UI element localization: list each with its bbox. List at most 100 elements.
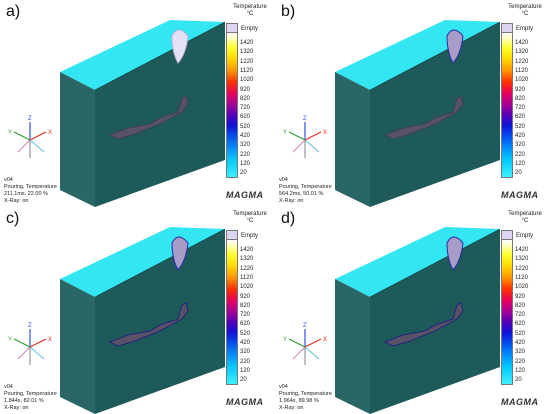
colorbar-empty-swatch bbox=[502, 231, 512, 240]
axis-z-label: Z bbox=[28, 323, 32, 329]
panel-label: b) bbox=[281, 3, 296, 20]
simulation-info: v04 Pouring, Temperature 1.844s, 82.01 %… bbox=[4, 384, 57, 412]
colorbar-tick-label: 20 bbox=[515, 377, 522, 384]
riser-cavity bbox=[446, 29, 464, 64]
colorbar-tick-label: 520 bbox=[240, 123, 251, 130]
colorbar-tick-label: 920 bbox=[515, 293, 526, 300]
colorbar-tick-label: 1220 bbox=[240, 265, 254, 272]
colorbar-tick-label: 720 bbox=[240, 105, 251, 112]
colorbar-tick-label: 1120 bbox=[515, 274, 528, 281]
colorbar-tick-label: 720 bbox=[240, 312, 251, 319]
colorbar-title-text: Temperature bbox=[233, 4, 267, 10]
colorbar-tick-label: 520 bbox=[240, 330, 251, 337]
mold-side-face bbox=[370, 22, 500, 207]
colorbar-gradient bbox=[502, 33, 512, 177]
colorbar-tick-label: 120 bbox=[240, 160, 251, 167]
colorbar-tick-label: 820 bbox=[515, 95, 526, 102]
colorbar-tick-label: 320 bbox=[240, 349, 251, 356]
colorbar-tick-label: 20 bbox=[240, 170, 247, 177]
info-version: v04 bbox=[279, 384, 288, 390]
logo-text: MAGMA bbox=[501, 190, 539, 200]
colorbar-tick-label: 1020 bbox=[240, 77, 254, 84]
riser-cavity bbox=[171, 29, 189, 64]
colorbar-tick-label: 1320 bbox=[240, 49, 254, 56]
colorbar-tick-label: 1420 bbox=[515, 40, 529, 46]
info-time-fill: 1.844s, 82.01 % bbox=[4, 398, 44, 404]
colorbar-tick-label: 620 bbox=[515, 114, 526, 121]
colorbar bbox=[226, 230, 238, 385]
colorbar-tick-label: 420 bbox=[240, 340, 251, 346]
mold-front-face bbox=[60, 72, 95, 207]
casting-cavity bbox=[384, 95, 464, 140]
axis-x-label: X bbox=[323, 130, 327, 136]
mold-front-face bbox=[60, 279, 95, 414]
info-version: v04 bbox=[279, 177, 288, 183]
mold-side-face bbox=[95, 229, 225, 414]
colorbar-tick-label: 1120 bbox=[240, 67, 253, 74]
colorbar-tick-label: 420 bbox=[515, 340, 526, 346]
colorbar-empty-label: Empty bbox=[241, 233, 259, 239]
colorbar-tick-label: 1320 bbox=[515, 49, 529, 56]
mold-3d-view[interactable]: Z X Y bbox=[275, 207, 500, 414]
colorbar-tick-label: 220 bbox=[515, 358, 526, 365]
panel-d: Z X Y d) Temperature °C Empty 1420 1320 12… bbox=[275, 207, 550, 414]
info-time-fill: 564.2ms, 50.01 % bbox=[279, 191, 324, 197]
colorbar-tick-label: 120 bbox=[240, 367, 251, 374]
colorbar-empty-label: Empty bbox=[516, 26, 534, 32]
axis-z-label: Z bbox=[303, 116, 307, 122]
colorbar-tick-label: 1020 bbox=[240, 284, 254, 291]
colorbar-tick-label: 1220 bbox=[515, 265, 529, 272]
info-version: v04 bbox=[4, 384, 13, 390]
info-xray: X-Ray: on bbox=[4, 405, 29, 411]
colorbar-tick-label: 520 bbox=[515, 330, 526, 337]
mold-3d-view[interactable]: Z X Y bbox=[0, 207, 225, 414]
colorbar bbox=[501, 230, 513, 385]
panel-label: d) bbox=[281, 210, 296, 227]
casting-cavity bbox=[109, 95, 189, 140]
colorbar-tick-label: 1220 bbox=[240, 58, 254, 65]
colorbar-tick-label: 1420 bbox=[515, 247, 529, 253]
colorbar-title: Temperature °C bbox=[225, 4, 275, 18]
axis-y-label: Y bbox=[8, 337, 12, 343]
colorbar-tick-label: 1120 bbox=[240, 274, 253, 281]
colorbar-empty-swatch bbox=[502, 24, 512, 33]
colorbar-title: Temperature °C bbox=[500, 4, 550, 18]
logo-text: MAGMA bbox=[501, 397, 539, 407]
colorbar-tick-label: 1320 bbox=[240, 256, 254, 263]
mold-3d-view[interactable]: Z X Y bbox=[0, 0, 225, 207]
axis-z-label: Z bbox=[28, 116, 32, 122]
casting-cavity bbox=[109, 302, 189, 347]
colorbar bbox=[501, 23, 513, 178]
colorbar-empty-swatch bbox=[227, 24, 237, 33]
magma-logo: MAGMA bbox=[501, 190, 539, 200]
logo-text: MAGMA bbox=[226, 190, 264, 200]
colorbar-tick-label: 320 bbox=[240, 142, 251, 149]
panel-c: Z X Y c) Temperature °C Empty 1420 1320 12… bbox=[0, 207, 275, 414]
axis-triad: Z X Y bbox=[283, 323, 327, 365]
riser-cavity bbox=[171, 236, 189, 271]
info-time-fill: 211.1ms, 22.00 % bbox=[4, 191, 48, 197]
colorbar-empty-label: Empty bbox=[241, 26, 259, 32]
colorbar-tick-label: 620 bbox=[515, 321, 526, 328]
colorbar-tick-label: 920 bbox=[240, 86, 251, 93]
colorbar-tick-label: 20 bbox=[240, 377, 247, 384]
panel-label: c) bbox=[6, 210, 20, 227]
colorbar-tick-label: 1420 bbox=[240, 40, 254, 46]
colorbar-tick-label: 1020 bbox=[515, 284, 529, 291]
colorbar-tick-label: 620 bbox=[240, 114, 251, 121]
mold-3d-view[interactable]: Z X Y bbox=[275, 0, 500, 207]
colorbar-tick-label: 120 bbox=[515, 160, 526, 167]
colorbar-tick-label: 820 bbox=[515, 302, 526, 309]
colorbar-tick-label: 620 bbox=[240, 321, 251, 328]
colorbar-tick-label: 220 bbox=[240, 151, 251, 158]
colorbar-tick-label: 520 bbox=[515, 123, 526, 130]
colorbar-tick-label: 1020 bbox=[515, 77, 529, 84]
colorbar bbox=[226, 23, 238, 178]
axis-y-label: Y bbox=[8, 130, 12, 136]
colorbar-tick-label: 220 bbox=[515, 151, 526, 158]
colorbar-unit: °C bbox=[521, 11, 529, 17]
simulation-info: v04 Pouring, Temperature 564.2ms, 50.01 … bbox=[279, 177, 332, 205]
colorbar-tick-label: 320 bbox=[515, 142, 526, 149]
colorbar-unit: °C bbox=[246, 218, 254, 224]
axis-y-label: Y bbox=[283, 337, 287, 343]
